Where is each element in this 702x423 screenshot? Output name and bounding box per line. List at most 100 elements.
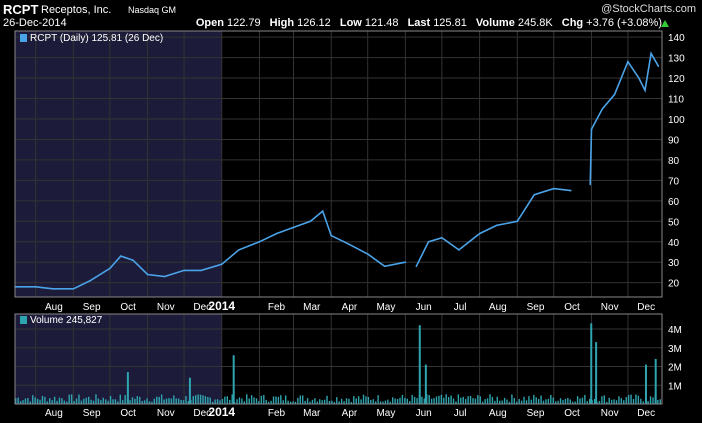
volume-bar — [416, 398, 418, 404]
price-point — [383, 265, 386, 268]
volume-bar — [46, 401, 49, 404]
volume-bar — [22, 400, 24, 404]
volume-bar — [75, 398, 78, 404]
price-point — [613, 93, 616, 96]
volume-bar — [302, 395, 304, 404]
volume-bar — [516, 401, 518, 404]
volume-bar — [348, 398, 350, 404]
volume-bar — [494, 400, 496, 404]
volume-bar — [533, 394, 535, 404]
volume-bar — [323, 399, 326, 404]
volume-bar — [292, 401, 294, 404]
company-name: Receptos, Inc. — [41, 4, 112, 16]
volume-bar — [659, 399, 661, 404]
volume-bar — [216, 399, 219, 404]
volume-bar — [44, 396, 46, 404]
volume-bar — [428, 395, 430, 404]
volume-x-tick-label: Aug — [489, 408, 507, 419]
volume-bar — [173, 395, 175, 404]
volume-bar — [523, 396, 525, 404]
volume-bar — [267, 401, 270, 404]
price-point — [258, 240, 261, 243]
price-series-line — [15, 209, 406, 290]
chart-header: RCPT Receptos, Inc. Nasdaq GM 26-Dec-201… — [0, 0, 702, 30]
price-tick-label: 50 — [668, 217, 680, 228]
volume-bar — [160, 394, 163, 404]
volume-bar — [370, 399, 372, 404]
volume-bar — [572, 401, 574, 404]
price-point — [366, 253, 369, 255]
volume-bar — [569, 399, 571, 404]
volume-bar — [207, 396, 209, 404]
volume-bar — [221, 398, 224, 404]
x-tick-label: Nov — [157, 302, 175, 313]
volume-bar — [589, 398, 591, 404]
price-tick-label: 110 — [668, 95, 684, 106]
price-point — [220, 263, 223, 266]
volume-bar — [372, 399, 374, 404]
volume-bar — [350, 401, 353, 404]
volume-bar — [85, 397, 87, 404]
volume-bar — [610, 399, 613, 404]
volume-bar — [192, 395, 194, 404]
volume-bar — [36, 398, 39, 404]
volume-bar — [401, 394, 404, 404]
open-label: Open — [195, 17, 224, 29]
volume-bar — [584, 394, 586, 404]
change-value: +3.76 (+3.08%) — [586, 17, 662, 29]
volume-tick-label: 1M — [668, 381, 682, 392]
volume-bar — [496, 396, 499, 404]
price-point — [132, 259, 134, 261]
volume-bar — [180, 399, 182, 404]
volume-bar — [627, 395, 630, 404]
volume-bar — [70, 394, 73, 404]
volume-bar — [477, 395, 479, 404]
volume-bar — [630, 394, 632, 404]
volume-bar — [567, 398, 569, 404]
volume-bar — [258, 401, 260, 404]
volume-bar — [625, 397, 627, 404]
volume-bar — [423, 398, 426, 404]
volume-bar — [109, 395, 112, 404]
volume-x-tick-label: Dec — [637, 408, 655, 419]
price-point — [89, 279, 92, 282]
price-point — [237, 249, 240, 251]
volume-bar — [151, 401, 153, 404]
volume-bar — [632, 399, 635, 404]
volume-bar — [615, 400, 618, 404]
price-point — [183, 269, 185, 272]
volume-bar — [197, 394, 199, 404]
volume-bar — [447, 397, 450, 404]
volume-bar — [491, 396, 494, 404]
volume-bar — [374, 401, 377, 404]
volume-bar — [540, 395, 542, 404]
volume-bar — [66, 401, 68, 404]
volume-bar — [236, 399, 238, 404]
volume-bar — [95, 394, 97, 404]
price-point — [650, 52, 652, 55]
volume-label: Volume — [475, 17, 515, 29]
volume-bar — [248, 398, 250, 404]
volume-bar — [377, 395, 379, 404]
volume-bar — [506, 399, 508, 404]
volume-bar — [219, 400, 221, 404]
ohlc-readout: Open 122.79 High 126.12 Low 121.48 Last 125.… — [190, 17, 662, 29]
last-label: Last — [407, 17, 431, 29]
x-tick-label: Nov — [601, 302, 619, 313]
volume-bar — [139, 396, 141, 404]
volume-bar — [17, 397, 19, 404]
volume-spike-bar — [232, 355, 235, 404]
volume-bar — [535, 397, 537, 404]
volume-bar — [530, 399, 533, 404]
volume-bar — [49, 398, 51, 404]
volume-bar — [450, 395, 452, 404]
volume-x-tick-label: Mar — [303, 408, 321, 419]
x-tick-label: Oct — [120, 302, 136, 313]
volume-bar — [124, 395, 126, 404]
volume-bar — [406, 398, 409, 404]
volume-bar — [90, 399, 92, 404]
price-legend: RCPT (Daily) 125.81 (26 Dec) — [30, 33, 163, 44]
volume-bar — [92, 400, 95, 404]
stockcharts-watermark[interactable]: @StockCharts.com — [601, 3, 696, 15]
